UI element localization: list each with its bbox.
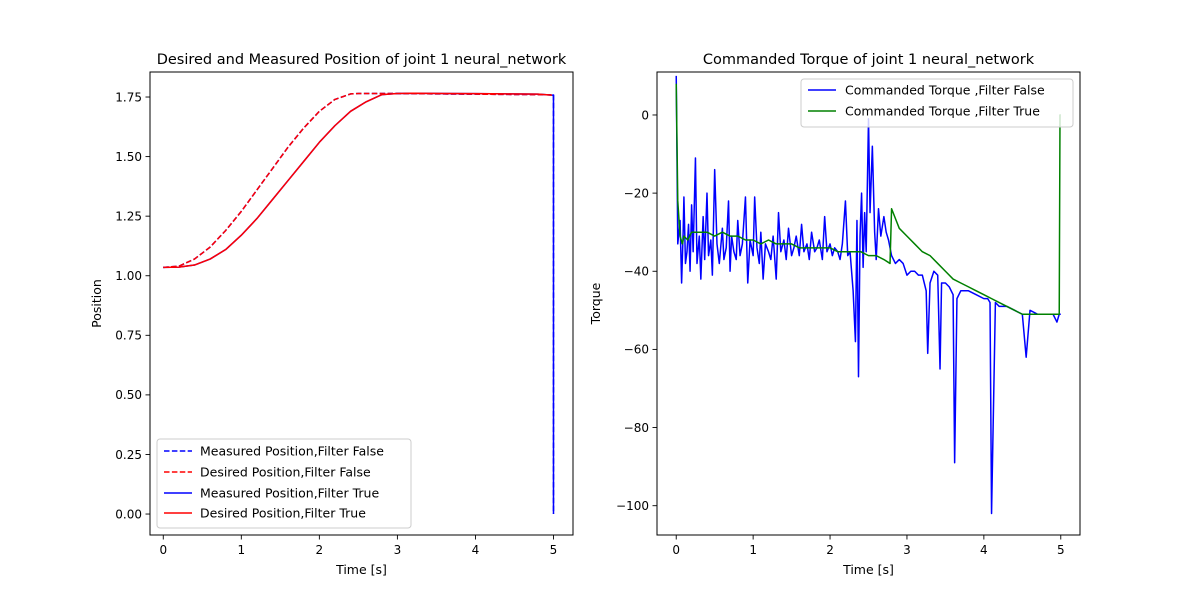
- legend-label-desired-position-filter-false: Desired Position,Filter False: [200, 465, 371, 480]
- chart-right-ytick-label-2: −60: [624, 343, 649, 357]
- chart-left-ticks: 0 1 2 3 4 5 0.00 0.25 0.50 0.75 1.00 1.25 1.50 1.75: [115, 90, 557, 557]
- legend-label-desired-position-filter-true: Desired Position,Filter True: [200, 506, 366, 521]
- chart-right-legend-box: [800, 78, 1074, 128]
- legend-label-measured-position-filter-true: Measured Position,Filter True: [200, 486, 379, 501]
- legend-label-commanded-torque-filter-true: Commanded Torque ,Filter True: [845, 104, 1040, 119]
- chart-right-ylabel: Torque: [588, 282, 603, 325]
- chart-left-plot-area: 0 1 2 3 4 5 0.00 0.25 0.50 0.75 1.00 1.25 1.50 1.75: [115, 71, 574, 557]
- chart-right-ticks: 0 1 2 3 4 5 −100 −80 −60 −40 −20 0: [616, 108, 1065, 557]
- chart-left-ylabel: Position: [89, 279, 104, 328]
- chart-left-legend: Measured Position,Filter False Desired P…: [156, 438, 412, 529]
- chart-left-ytick-label-3: 0.75: [115, 329, 142, 343]
- chart-left-ytick-label-0: 0.00: [115, 507, 142, 521]
- legend-label-commanded-torque-filter-false: Commanded Torque ,Filter False: [845, 83, 1045, 98]
- chart-right-series: [675, 75, 1061, 515]
- chart-left-ytick-label-7: 1.75: [115, 90, 142, 104]
- chart-left: Desired and Measured Position of joint 1…: [89, 52, 574, 577]
- chart-right-ytick-label-3: −40: [624, 265, 649, 279]
- chart-right-ytick-label-4: −20: [624, 186, 649, 200]
- chart-left-frame: [149, 71, 574, 536]
- chart-right-ytick-label-5: 0: [641, 108, 649, 122]
- chart-right: Commanded Torque of joint 1 neural_netwo…: [588, 52, 1081, 577]
- chart-right-xtick-label-5: 5: [1057, 543, 1065, 557]
- chart-left-title: Desired and Measured Position of joint 1…: [157, 52, 567, 68]
- chart-left-ytick-label-2: 0.50: [115, 388, 142, 402]
- chart-right-frame: [656, 71, 1081, 536]
- chart-right-legend: Commanded Torque ,Filter False Commanded…: [800, 78, 1074, 128]
- chart-left-series-line-desired-position-filter-false: [163, 92, 552, 269]
- chart-left-xtick-label-1: 1: [237, 543, 245, 557]
- chart-left-xtick-label-5: 5: [550, 543, 558, 557]
- chart-right-ytick-label-0: −100: [616, 499, 649, 513]
- chart-right-xtick-label-1: 1: [749, 543, 757, 557]
- legend-label-measured-position-filter-false: Measured Position,Filter False: [200, 444, 384, 459]
- chart-right-xtick-label-4: 4: [980, 543, 988, 557]
- chart-right-xtick-label-3: 3: [903, 543, 911, 557]
- chart-left-series-line-desired-position-filter-true: [163, 92, 552, 269]
- chart-right-xtick-label-2: 2: [826, 543, 834, 557]
- chart-left-series: [163, 92, 555, 515]
- chart-left-xtick-label-0: 0: [159, 543, 167, 557]
- chart-right-series-line-commanded-torque-filter-false: [675, 75, 1061, 515]
- chart-left-xtick-label-2: 2: [316, 543, 324, 557]
- chart-left-ytick-label-5: 1.25: [115, 209, 142, 223]
- chart-left-legend-box: [156, 438, 412, 529]
- chart-right-plot-area: 0 1 2 3 4 5 −100 −80 −60 −40 −20 0: [616, 71, 1081, 557]
- chart-left-ytick-label-1: 0.25: [115, 448, 142, 462]
- chart-left-xlabel: Time [s]: [335, 562, 387, 577]
- chart-right-series-line-commanded-torque-filter-true: [675, 83, 1061, 315]
- chart-right-xtick-label-0: 0: [672, 543, 680, 557]
- chart-left-xtick-label-3: 3: [394, 543, 402, 557]
- chart-right-ytick-label-1: −80: [624, 421, 649, 435]
- chart-right-title: Commanded Torque of joint 1 neural_netwo…: [703, 52, 1035, 68]
- chart-left-ytick-label-6: 1.50: [115, 150, 142, 164]
- chart-left-xtick-label-4: 4: [472, 543, 480, 557]
- chart-left-ytick-label-4: 1.00: [115, 269, 142, 283]
- chart-right-xlabel: Time [s]: [842, 562, 894, 577]
